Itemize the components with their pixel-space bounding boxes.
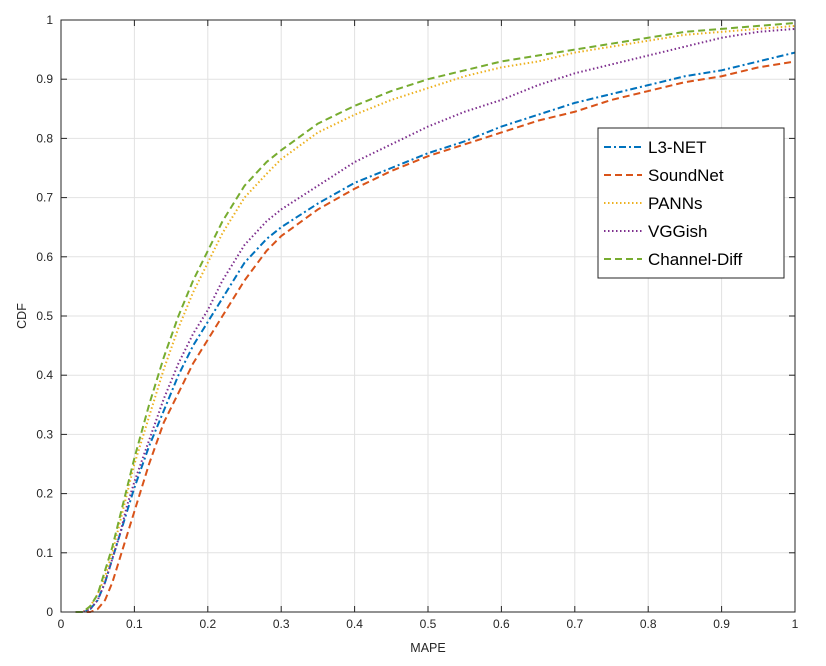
x-axis-label: MAPE bbox=[410, 641, 445, 655]
legend-label: L3-NET bbox=[648, 138, 707, 157]
x-tick-label: 0.2 bbox=[199, 617, 216, 631]
series-line-soundnet bbox=[75, 60, 796, 613]
series-line-l3-net bbox=[75, 51, 796, 613]
x-tick-label: 0.1 bbox=[126, 617, 143, 631]
axis-ticks: 0 0.1 0.2 0.3 0.4 0.5 0.6 0.7 0.8 0.9 1 0 0.1 0.2 0.3 0… bbox=[36, 13, 798, 631]
x-tick-label: 0.9 bbox=[713, 617, 730, 631]
y-tick-label: 0.5 bbox=[36, 309, 53, 323]
x-tick-label: 0.6 bbox=[493, 617, 510, 631]
series-line-channel-diff bbox=[75, 21, 796, 613]
y-tick-label: 0.4 bbox=[36, 368, 53, 382]
legend-label: SoundNet bbox=[648, 166, 724, 185]
y-tick-label: 0.8 bbox=[36, 131, 53, 145]
series-lines bbox=[75, 21, 796, 613]
y-tick-label: 0.1 bbox=[36, 546, 53, 560]
y-tick-label: 0.9 bbox=[36, 72, 53, 86]
x-tick-label: 0.5 bbox=[420, 617, 437, 631]
y-tick-label: 1 bbox=[46, 13, 53, 27]
y-tick-label: 0.3 bbox=[36, 427, 53, 441]
legend-label: VGGish bbox=[648, 222, 708, 241]
y-tick-label: 0.6 bbox=[36, 250, 53, 264]
x-tick-label: 0.7 bbox=[566, 617, 583, 631]
y-tick-label: 0.7 bbox=[36, 191, 53, 205]
x-tick-label: 0.3 bbox=[273, 617, 290, 631]
y-tick-label: 0 bbox=[46, 605, 53, 619]
legend: L3-NET SoundNet PANNs VGGish Channel-Diff bbox=[597, 127, 785, 279]
x-tick-label: 0.8 bbox=[640, 617, 657, 631]
x-tick-label: 0 bbox=[58, 617, 65, 631]
x-tick-label: 0.4 bbox=[346, 617, 363, 631]
x-tick-label: 1 bbox=[792, 617, 799, 631]
y-axis-label: CDF bbox=[15, 303, 29, 329]
legend-label: Channel-Diff bbox=[648, 250, 742, 269]
series-line-vggish bbox=[75, 27, 796, 613]
legend-label: PANNs bbox=[648, 194, 702, 213]
y-tick-label: 0.2 bbox=[36, 487, 53, 501]
